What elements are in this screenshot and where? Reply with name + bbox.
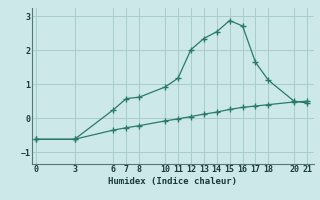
X-axis label: Humidex (Indice chaleur): Humidex (Indice chaleur) <box>108 177 237 186</box>
